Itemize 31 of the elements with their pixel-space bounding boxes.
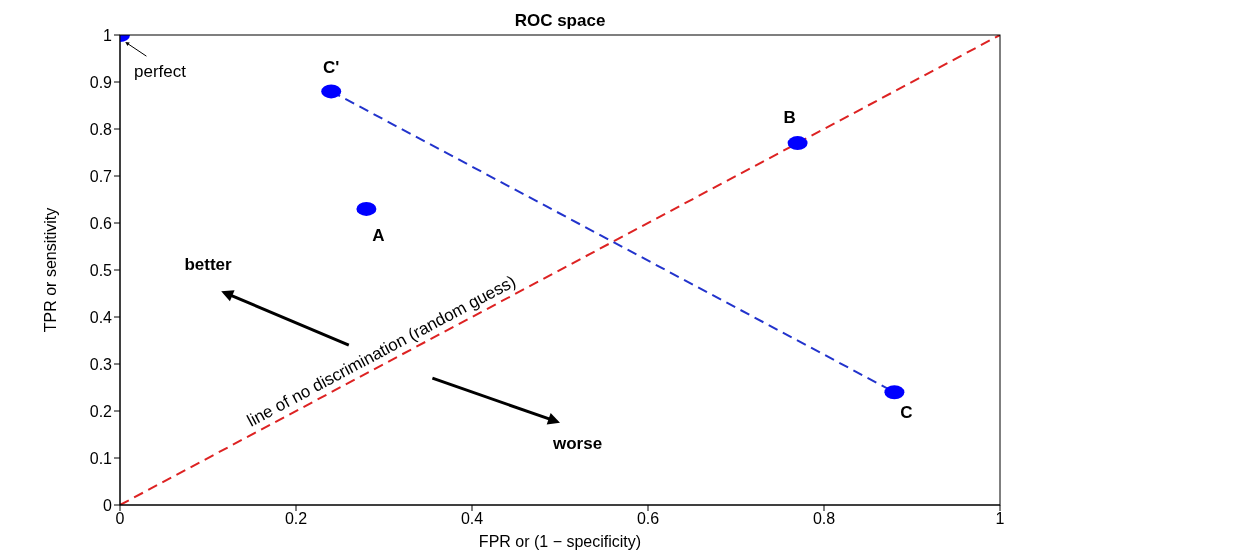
- point: [884, 385, 905, 400]
- x-tick-label: 0.8: [812, 510, 836, 528]
- y-tick-label: 0.7: [89, 167, 113, 185]
- y-tick-label: 0.2: [89, 402, 113, 420]
- x-tick-label: 1: [995, 510, 1005, 528]
- annotation: perfect: [134, 62, 187, 81]
- annotation: A: [372, 225, 385, 245]
- annotation: better: [184, 255, 232, 274]
- y-tick-label: 0: [103, 496, 113, 514]
- point: [321, 84, 342, 99]
- y-tick-label: 0.3: [89, 355, 113, 373]
- y-axis-title: TPR or sensitivity: [41, 207, 59, 333]
- annotation: C: [900, 403, 913, 423]
- x-tick-label: 0.4: [460, 510, 484, 528]
- y-tick-label: 0.1: [89, 449, 113, 467]
- annotation: B: [783, 108, 796, 128]
- point: [787, 136, 808, 151]
- x-axis-title: FPR or (1 − specificity): [478, 533, 642, 550]
- x-tick-label: 0.6: [636, 510, 660, 528]
- y-tick-label: 0.4: [89, 308, 113, 326]
- x-tick-label: 0: [115, 510, 125, 528]
- y-tick-label: 0.6: [89, 214, 113, 232]
- chart-title: ROC space: [514, 11, 606, 30]
- y-tick-label: 0.8: [89, 120, 113, 138]
- annotation: C': [323, 58, 340, 78]
- point: [356, 201, 377, 216]
- annotation: worse: [552, 433, 603, 453]
- y-tick-label: 0.5: [89, 261, 113, 279]
- y-tick-label: 1: [103, 26, 113, 44]
- x-tick-label: 0.2: [284, 510, 308, 528]
- y-tick-label: 0.9: [89, 73, 113, 91]
